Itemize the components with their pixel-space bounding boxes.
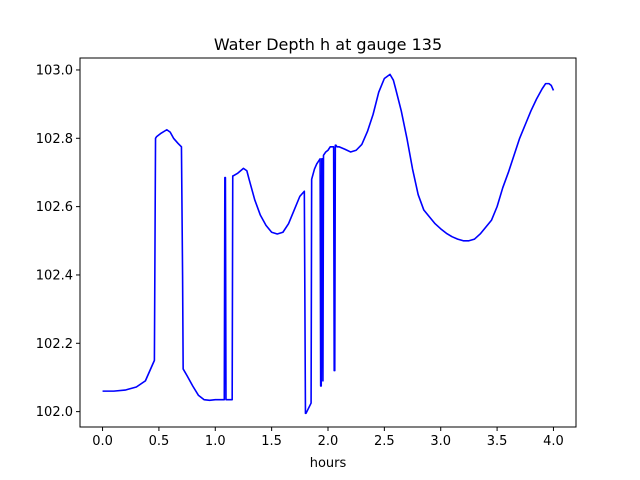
y-axis: 102.0 102.2 102.4 102.6 102.8 103.0 — [36, 63, 80, 420]
x-tick-label: 0.0 — [92, 434, 113, 449]
x-axis: 0.0 0.5 1.0 1.5 2.0 2.5 3.0 3.5 4.0 — [92, 427, 564, 449]
x-tick-label: 1.0 — [205, 434, 226, 449]
series-line-0 — [102, 73, 555, 415]
x-tick-label: 2.0 — [318, 434, 339, 449]
x-tick-label: 3.5 — [487, 434, 508, 449]
y-tick-label: 102.0 — [36, 405, 73, 420]
x-tick-label: 0.5 — [149, 434, 170, 449]
x-axis-label: hours — [310, 456, 347, 471]
y-tick-label: 103.0 — [36, 63, 73, 78]
y-tick-label: 102.4 — [36, 268, 73, 283]
series-layer — [102, 73, 555, 415]
x-tick-label: 3.0 — [430, 434, 451, 449]
y-tick-label: 102.8 — [36, 132, 73, 147]
y-tick-label: 102.6 — [36, 200, 73, 215]
x-tick-label: 2.5 — [374, 434, 395, 449]
y-tick-label: 102.2 — [36, 337, 73, 352]
x-tick-label: 4.0 — [543, 434, 564, 449]
chart-title: Water Depth h at gauge 135 — [214, 35, 442, 54]
x-tick-label: 1.5 — [261, 434, 282, 449]
